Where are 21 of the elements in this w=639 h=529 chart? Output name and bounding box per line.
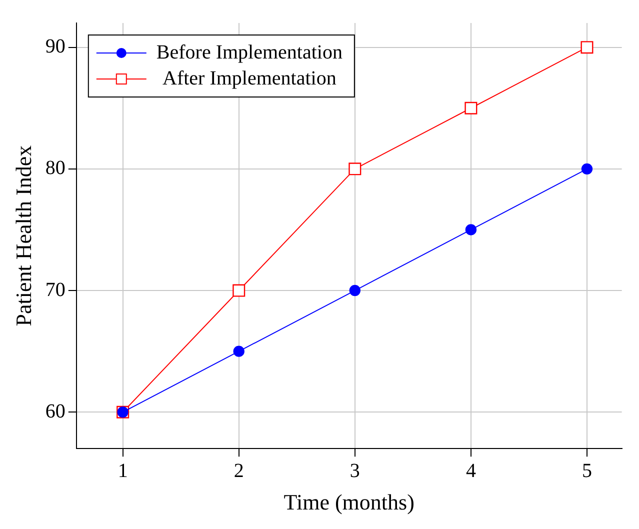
- point: [581, 163, 593, 175]
- point: [349, 284, 360, 296]
- point: [232, 284, 246, 297]
- x-tick-label: 4: [466, 460, 476, 482]
- point: [233, 346, 244, 357]
- y-axis-title: Patient Health Index: [10, 145, 36, 326]
- point: [465, 224, 477, 236]
- legend-label: After Implementation: [162, 67, 336, 90]
- x-axis-title: Time (months): [284, 490, 414, 515]
- x-tick-label: 3: [350, 460, 360, 482]
- point: [348, 162, 362, 176]
- x-tick-label: 5: [582, 460, 592, 482]
- y-tick-label: 90: [45, 36, 66, 58]
- point: [464, 102, 478, 114]
- point: [580, 41, 594, 54]
- legend-label: Before Implementation: [156, 41, 342, 64]
- x-tick-label: 2: [234, 460, 244, 482]
- y-tick-label: 60: [45, 400, 66, 422]
- y-tick-label: 80: [45, 157, 66, 180]
- y-tick-label: 70: [45, 278, 66, 301]
- x-tick-label: 1: [118, 460, 128, 482]
